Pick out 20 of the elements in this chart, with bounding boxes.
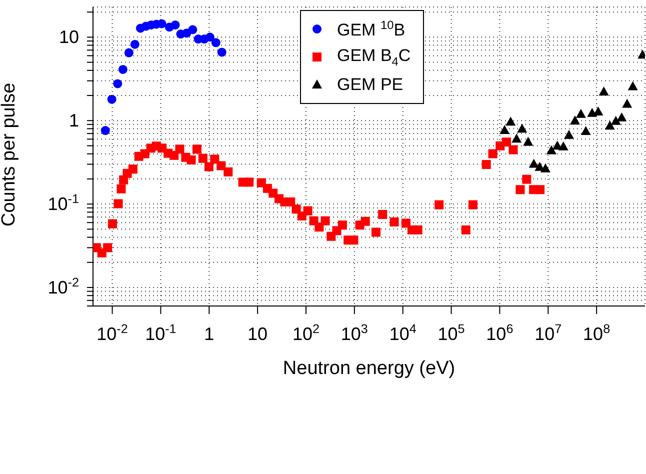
y-axis-title: Counts per pulse <box>0 82 20 226</box>
x-tick-label: 10$^{2}$ <box>292 322 320 344</box>
y-tick-label: 1 <box>68 110 79 131</box>
x-tick-label: 10$^{6}$ <box>486 322 514 344</box>
x-tick-label: 10$^{-1}$ <box>145 322 176 344</box>
x-tick-label: 10$^{3}$ <box>340 322 368 344</box>
x-tick-label: 10$^{5}$ <box>438 322 465 344</box>
x-tick-label: 10$^{4}$ <box>389 322 416 344</box>
x-tick-label: 1 <box>204 324 214 344</box>
y-tick-label: 10$^{-1}$ <box>48 192 79 214</box>
y-tick-label: 10 <box>58 27 79 48</box>
x-tick-label: 10$^{8}$ <box>583 322 610 344</box>
x-tick-label: 10$^{-2}$ <box>96 322 128 344</box>
x-tick-label: 10 <box>248 324 268 344</box>
legend-label: GEM B$_{4}$C <box>337 46 411 68</box>
x-axis-title: Neutron energy (eV) <box>282 358 456 379</box>
y-tick-label: 10$^{-2}$ <box>48 275 79 298</box>
legend-label: GEM $^{10}$B <box>337 18 406 40</box>
legend-label: GEM PE <box>337 75 404 94</box>
x-tick-label: 10$^{7}$ <box>534 322 562 344</box>
